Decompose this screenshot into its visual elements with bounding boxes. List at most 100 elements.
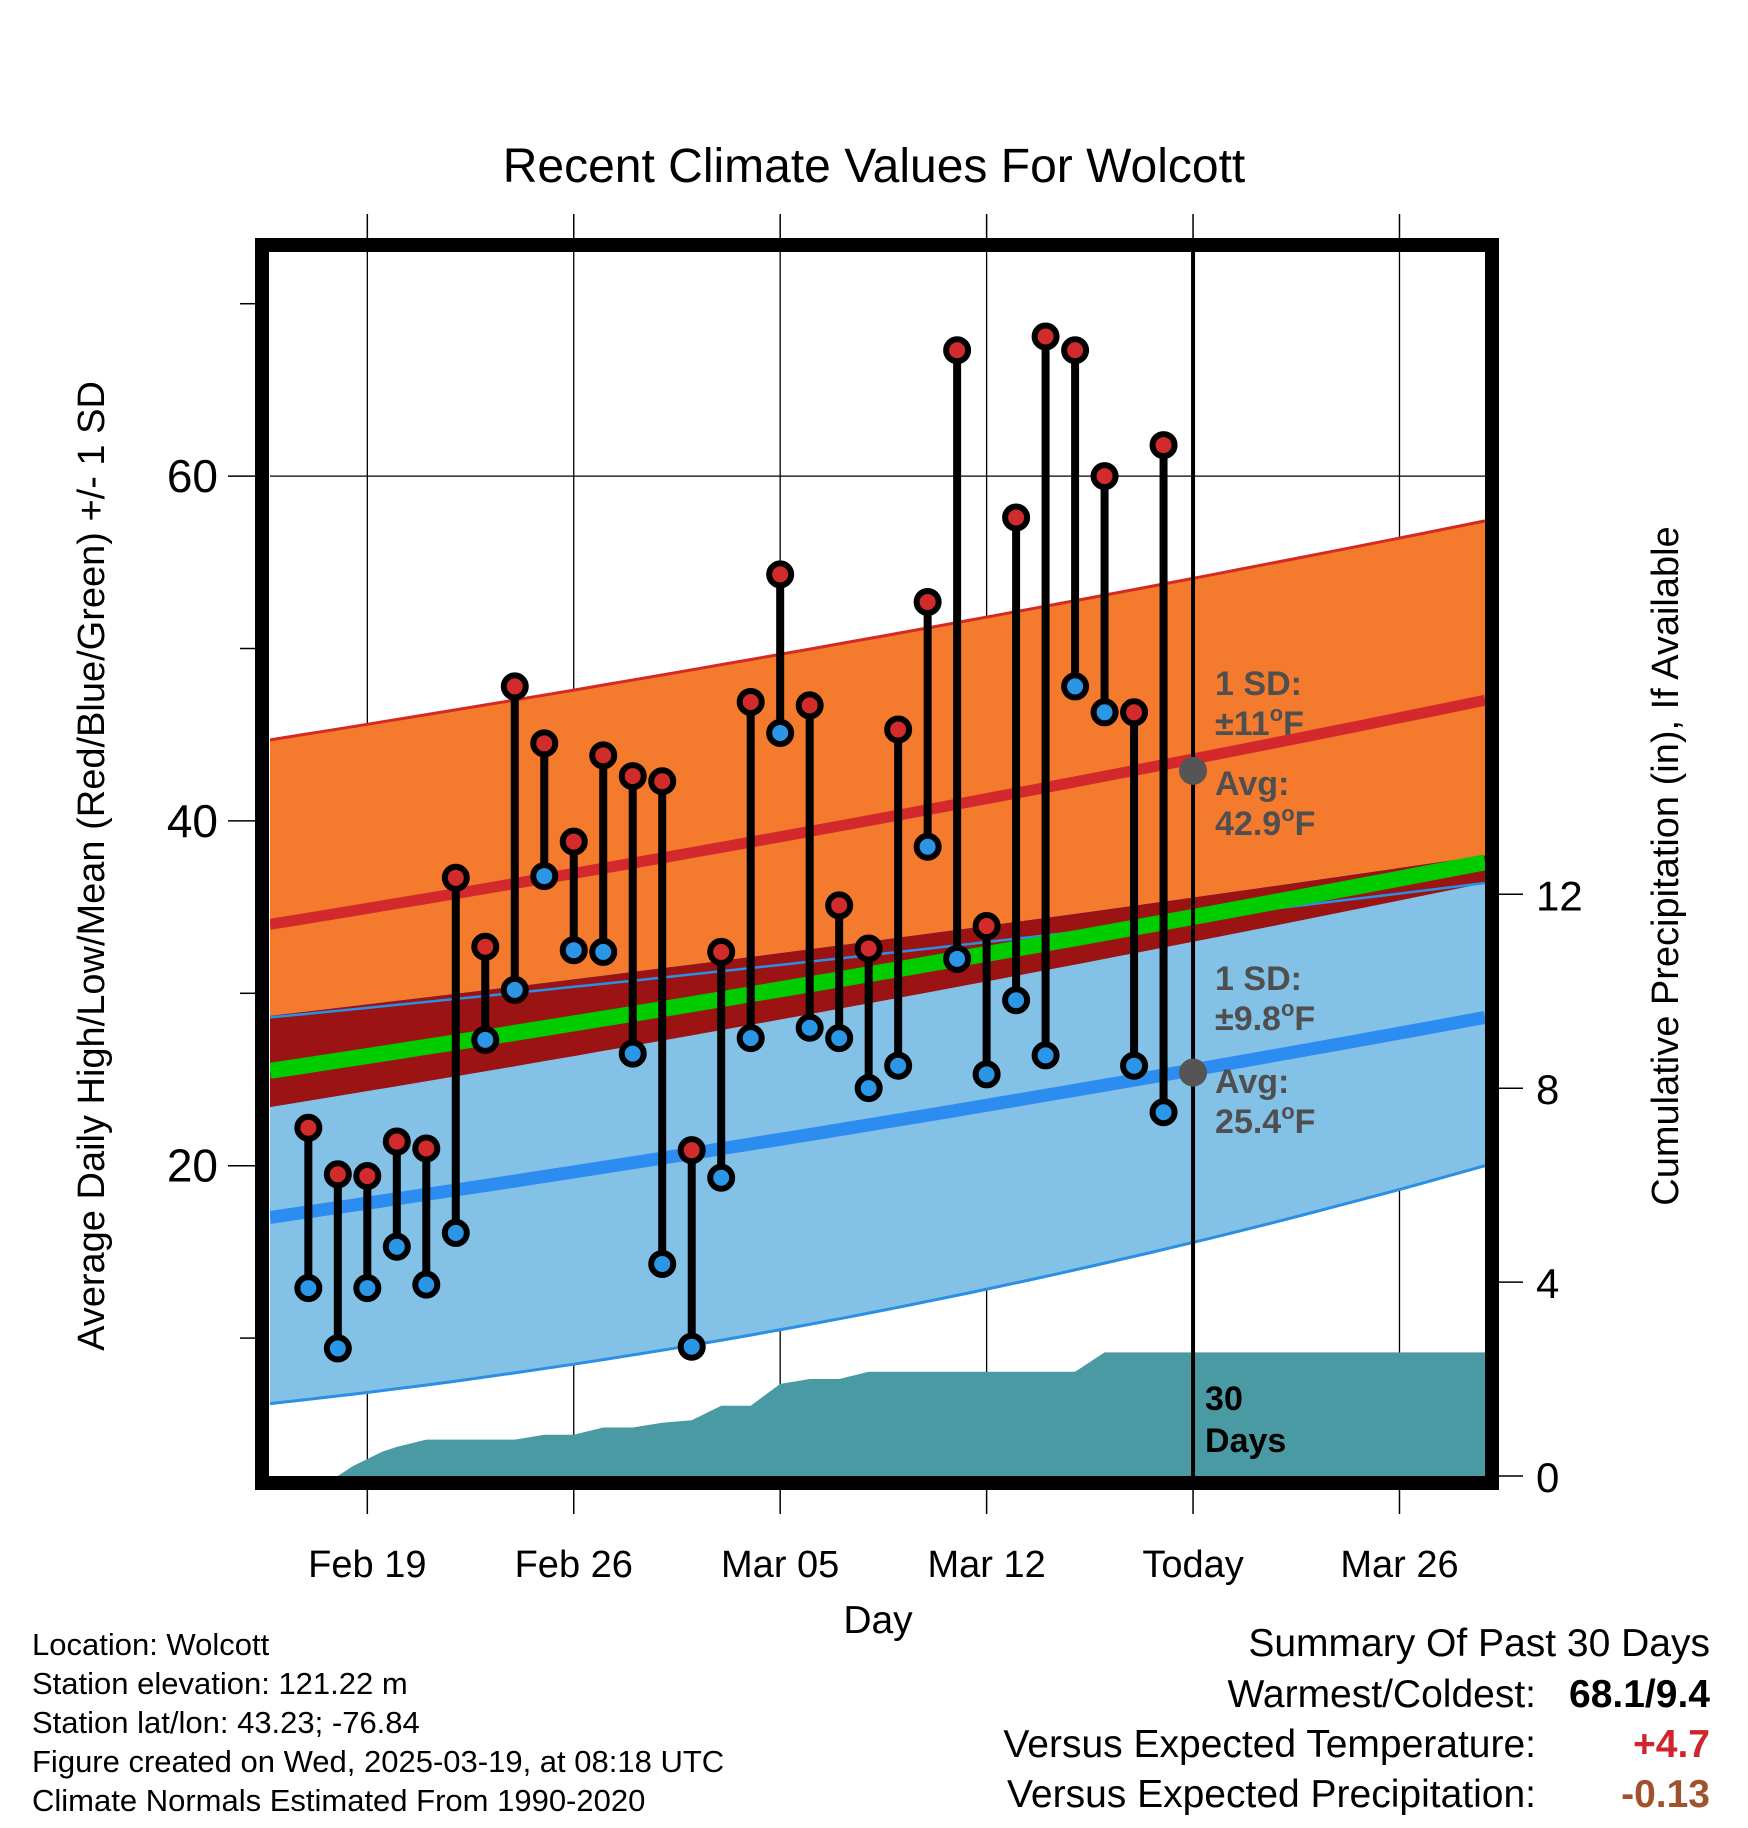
- daily-high-point: [1031, 322, 1060, 351]
- daily-high-point: [972, 912, 1001, 941]
- daily-high-point: [1002, 503, 1031, 532]
- summary-warm-cold-row: Warmest/Coldest: 68.1/9.4: [1003, 1670, 1710, 1720]
- y2-tick-label: 12: [1536, 872, 1583, 919]
- daily-high-point: [294, 1113, 323, 1142]
- daily-low-point: [1120, 1051, 1149, 1080]
- daily-low-point: [618, 1039, 647, 1068]
- temp-label: Versus Expected Temperature:: [1003, 1723, 1536, 1766]
- precipitation-area: [337, 1352, 1485, 1476]
- low-lower-edge: [270, 1164, 1485, 1406]
- high-sd-value: ±11oF: [1215, 701, 1304, 743]
- daily-high-point: [736, 687, 765, 716]
- daily-low-point: [648, 1249, 677, 1278]
- daily-high-point: [618, 762, 647, 791]
- low-sd-value: ±9.8oF: [1215, 996, 1315, 1038]
- daily-high-point: [1090, 462, 1119, 491]
- warm-cold-value: 68.1/9.4: [1569, 1673, 1710, 1716]
- y-tick-label: 20: [167, 1140, 218, 1192]
- daily-high-point: [382, 1127, 411, 1156]
- x-axis-label: Day: [843, 1599, 913, 1642]
- x-tick-label: Feb 26: [515, 1544, 633, 1586]
- daily-low-point: [766, 718, 795, 747]
- daily-high-point: [559, 827, 588, 856]
- precip-value: -0.13: [1621, 1773, 1710, 1816]
- daily-low-point: [353, 1274, 382, 1303]
- daily-low-point: [884, 1051, 913, 1080]
- daily-high-point: [471, 932, 500, 961]
- low-sd-label: 1 SD:: [1215, 960, 1302, 998]
- x-tick-label: Mar 05: [721, 1544, 839, 1586]
- daily-low-point: [943, 944, 972, 973]
- daily-low-point: [530, 862, 559, 891]
- daily-high-point: [530, 729, 559, 758]
- daily-high-point: [323, 1160, 352, 1189]
- daily-low-point: [972, 1060, 1001, 1089]
- warm-cold-label: Warmest/Coldest:: [1227, 1673, 1536, 1716]
- daily-high-point: [648, 767, 677, 796]
- daily-low-point: [1002, 986, 1031, 1015]
- daily-high-point: [500, 672, 529, 701]
- daily-high-point: [707, 937, 736, 966]
- station-info: Location: Wolcott Station elevation: 121…: [32, 1625, 724, 1820]
- normals-text: Climate Normals Estimated From 1990-2020: [32, 1783, 646, 1818]
- high-upper-edge: [270, 519, 1485, 742]
- today-low-avg-marker: [1179, 1058, 1208, 1087]
- low-avg-label: Avg:: [1215, 1063, 1289, 1101]
- latlon-text: Station lat/lon: 43.23; -76.84: [32, 1705, 420, 1740]
- daily-low-point: [1061, 672, 1090, 701]
- x-tick-label: Today: [1142, 1544, 1243, 1586]
- daily-low-point: [294, 1274, 323, 1303]
- daily-high-point: [825, 891, 854, 920]
- daily-high-point: [884, 715, 913, 744]
- daily-high-point: [854, 934, 883, 963]
- temp-value: +4.7: [1633, 1723, 1710, 1766]
- today-high-avg-marker: [1179, 756, 1208, 785]
- y-tick-label: 60: [167, 450, 218, 502]
- y-tick-label: 40: [167, 795, 218, 847]
- y2-tick-label: 0: [1536, 1454, 1559, 1501]
- summary-title: Summary Of Past 30 Days: [1248, 1622, 1710, 1665]
- created-text: Figure created on Wed, 2025-03-19, at 08…: [32, 1744, 725, 1779]
- daily-low-point: [471, 1025, 500, 1054]
- daily-low-point: [913, 832, 942, 861]
- daily-high-point: [943, 336, 972, 365]
- low-normal-line: [270, 1011, 1485, 1224]
- precip-label: Versus Expected Precipitation:: [1007, 1773, 1536, 1816]
- daily-high-point: [1149, 431, 1178, 460]
- daily-high-point: [1120, 698, 1149, 727]
- daily-low-point: [589, 937, 618, 966]
- y2-axis-label: Cumulative Precipitation (in), If Availa…: [1645, 526, 1687, 1205]
- high-avg-label: Avg:: [1215, 765, 1289, 803]
- daily-high-point: [913, 587, 942, 616]
- daily-low-point: [825, 1024, 854, 1053]
- daily-low-point: [323, 1334, 352, 1363]
- daily-low-point: [1090, 698, 1119, 727]
- y2-tick-label: 8: [1536, 1066, 1559, 1113]
- daily-low-point: [795, 1013, 824, 1042]
- y-axis-label: Average Daily High/Low/Mean (Red/Blue/Gr…: [71, 381, 113, 1351]
- chart-title: Recent Climate Values For Wolcott: [503, 140, 1246, 193]
- daily-low-point: [441, 1218, 470, 1247]
- daily-high-point: [795, 691, 824, 720]
- x-tick-label: Mar 26: [1340, 1544, 1458, 1586]
- location-text: Location: Wolcott: [32, 1627, 270, 1662]
- daily-high-point: [441, 863, 470, 892]
- summary-temp-row: Versus Expected Temperature: +4.7: [1003, 1720, 1710, 1770]
- daily-high-point: [353, 1162, 382, 1191]
- days-count-label: 30: [1205, 1380, 1243, 1418]
- daily-low-point: [500, 975, 529, 1004]
- high-avg-value: 42.9oF: [1215, 801, 1315, 843]
- low-avg-value: 25.4oF: [1215, 1099, 1315, 1141]
- daily-low-point: [1031, 1041, 1060, 1070]
- daily-low-point: [382, 1232, 411, 1261]
- daily-high-point: [1061, 336, 1090, 365]
- summary-precip-row: Versus Expected Precipitation: -0.13: [1003, 1770, 1710, 1820]
- daily-low-point: [677, 1332, 706, 1361]
- daily-low-point: [707, 1163, 736, 1192]
- daily-low-point: [559, 936, 588, 965]
- daily-high-point: [412, 1134, 441, 1163]
- plot-frame: [255, 238, 1499, 1490]
- x-tick-label: Mar 12: [927, 1544, 1045, 1586]
- daily-low-point: [412, 1270, 441, 1299]
